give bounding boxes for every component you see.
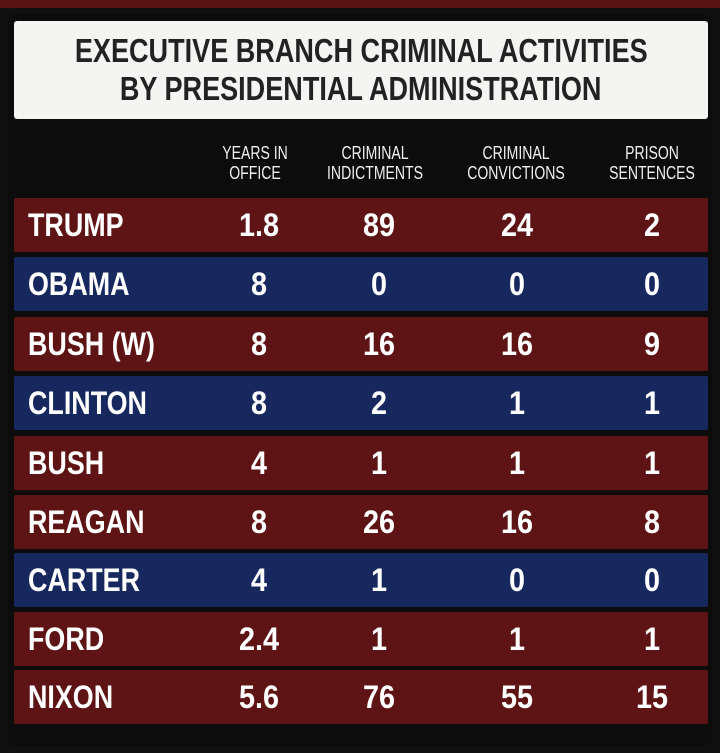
row-name: CARTER <box>28 562 140 598</box>
cell-indictments: 26 <box>362 504 396 540</box>
table-row-obama: OBAMA 8 0 0 0 <box>14 257 708 311</box>
column-header-years-line2: OFFICE <box>229 163 281 183</box>
column-header-convictions: CRIMINAL CONVICTIONS <box>458 143 575 183</box>
table-row-reagan: REAGAN 8 26 16 8 <box>14 495 708 549</box>
cell-convictions: 55 <box>500 679 534 715</box>
cell-convictions: 1 <box>508 385 526 421</box>
cell-sentences: 0 <box>643 266 661 302</box>
cell-indictments: 1 <box>370 562 388 598</box>
cell-convictions: 0 <box>508 562 526 598</box>
cell-sentences: 1 <box>643 621 661 657</box>
cell-years: 4 <box>250 562 268 598</box>
cell-indictments: 2 <box>370 385 388 421</box>
row-name: TRUMP <box>28 207 124 243</box>
title-box: EXECUTIVE BRANCH CRIMINAL ACTIVITIES BY … <box>14 21 708 119</box>
row-name: BUSH (W) <box>28 326 155 362</box>
cell-sentences: 0 <box>643 562 661 598</box>
column-header-years: YEARS IN OFFICE <box>197 143 314 183</box>
cell-indictments: 1 <box>370 621 388 657</box>
row-name: FORD <box>28 621 105 657</box>
cell-years: 5.6 <box>238 679 280 715</box>
cell-years: 1.8 <box>238 207 280 243</box>
table-row-ford: FORD 2.4 1 1 1 <box>14 612 708 666</box>
row-name: OBAMA <box>28 266 130 302</box>
cell-sentences: 15 <box>635 679 669 715</box>
top-stripe <box>0 0 720 8</box>
cell-sentences: 8 <box>643 504 661 540</box>
cell-sentences: 9 <box>643 326 661 362</box>
cell-convictions: 16 <box>500 326 534 362</box>
cell-sentences: 1 <box>643 385 661 421</box>
table-row-nixon: NIXON 5.6 76 55 15 <box>14 670 708 724</box>
cell-sentences: 1 <box>643 445 661 481</box>
table-row-clinton: CLINTON 8 2 1 1 <box>14 376 708 430</box>
column-header-sentences: PRISON SENTENCES <box>594 143 711 183</box>
cell-indictments: 0 <box>370 266 388 302</box>
column-header-years-line1: YEARS IN <box>222 143 288 163</box>
cell-convictions: 16 <box>500 504 534 540</box>
cell-convictions: 1 <box>508 445 526 481</box>
cell-convictions: 24 <box>500 207 534 243</box>
column-header-convictions-line1: CRIMINAL <box>482 143 550 163</box>
table-row-carter: CARTER 4 1 0 0 <box>14 553 708 607</box>
cell-years: 2.4 <box>238 621 280 657</box>
row-name: CLINTON <box>28 385 147 421</box>
title-line-1: EXECUTIVE BRANCH CRIMINAL ACTIVITIES <box>74 32 648 69</box>
table-row-bush-w: BUSH (W) 8 16 16 9 <box>14 317 708 371</box>
column-header-indictments: CRIMINAL INDICTMENTS <box>317 143 434 183</box>
cell-years: 8 <box>250 504 268 540</box>
row-name: REAGAN <box>28 504 145 540</box>
row-name: NIXON <box>28 679 114 715</box>
cell-indictments: 76 <box>362 679 396 715</box>
cell-years: 8 <box>250 266 268 302</box>
column-header-convictions-line2: CONVICTIONS <box>467 163 565 183</box>
column-header-indictments-line1: CRIMINAL <box>341 143 409 163</box>
cell-convictions: 1 <box>508 621 526 657</box>
cell-years: 8 <box>250 326 268 362</box>
cell-sentences: 2 <box>643 207 661 243</box>
cell-indictments: 16 <box>362 326 396 362</box>
title-line-2: BY PRESIDENTIAL ADMINISTRATION <box>120 70 602 107</box>
cell-years: 4 <box>250 445 268 481</box>
table-row-trump: TRUMP 1.8 89 24 2 <box>14 198 708 252</box>
row-name: BUSH <box>28 445 105 481</box>
cell-convictions: 0 <box>508 266 526 302</box>
cell-indictments: 89 <box>362 207 396 243</box>
cell-years: 8 <box>250 385 268 421</box>
column-header-sentences-line2: SENTENCES <box>609 163 695 183</box>
column-header-sentences-line1: PRISON <box>625 143 679 163</box>
cell-indictments: 1 <box>370 445 388 481</box>
column-header-indictments-line2: INDICTMENTS <box>327 163 423 183</box>
table-row-bush: BUSH 4 1 1 1 <box>14 436 708 490</box>
